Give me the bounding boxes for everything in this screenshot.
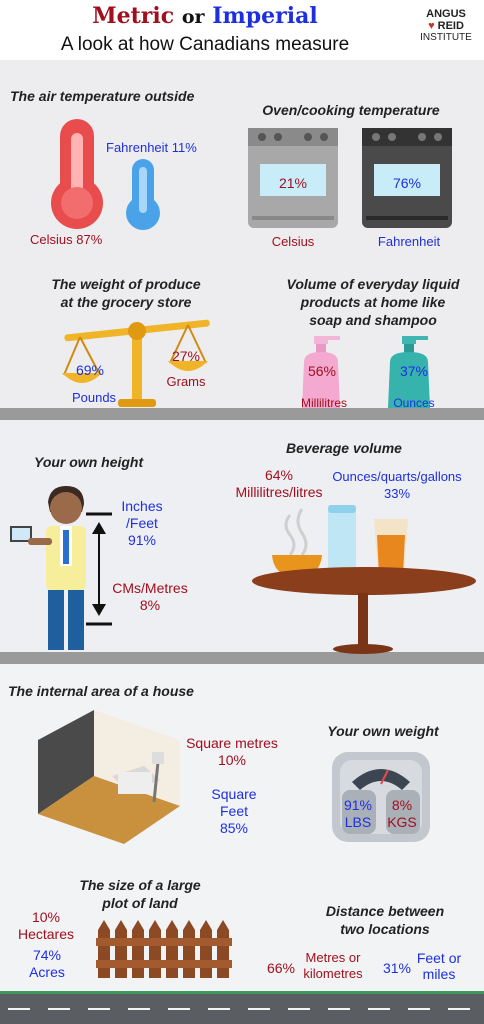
shelf-2 bbox=[0, 652, 484, 664]
distance-feet-pct: 31% bbox=[382, 960, 412, 976]
weight-question: Your own weight bbox=[327, 723, 439, 739]
road-dash bbox=[288, 1008, 310, 1010]
soap-bottles-icon bbox=[302, 336, 430, 408]
produce-pounds-label: Pounds bbox=[71, 390, 117, 405]
beverage-question: Beverage volume bbox=[286, 440, 402, 456]
page-title: Metric or Imperial bbox=[0, 3, 410, 29]
produce-question: The weight of produce at the grocery sto… bbox=[51, 276, 201, 310]
land-hectares: 10% Hectares bbox=[17, 909, 75, 942]
road bbox=[0, 994, 484, 1024]
page-subtitle: A look at how Canadians measure bbox=[60, 34, 350, 55]
shelf-1 bbox=[0, 408, 484, 420]
land-acres: 74% Acres bbox=[29, 947, 65, 980]
house-sqft: Square Feet 85% bbox=[211, 786, 257, 836]
thermometer-icon bbox=[51, 119, 160, 230]
road-dash bbox=[208, 1008, 230, 1010]
road-dash bbox=[248, 1008, 270, 1010]
fahrenheit-label: Fahrenheit 11% bbox=[106, 140, 197, 155]
weight-lbs: 91% LBS bbox=[343, 797, 373, 830]
liquid-ounces-pct: 37% bbox=[399, 363, 429, 379]
distance-question: Distance between two locations bbox=[325, 903, 445, 937]
produce-pounds-pct: 69% bbox=[75, 362, 105, 378]
oven-fahrenheit-pct: 76% bbox=[392, 175, 422, 191]
oven-celsius-pct: 21% bbox=[278, 175, 308, 191]
oven-fahrenheit-label: Fahrenheit bbox=[377, 234, 441, 249]
house-area-question: The internal area of a house bbox=[8, 683, 194, 699]
liquid-question: Volume of everyday liquid products at ho… bbox=[286, 276, 460, 328]
house-sqm: Square metres 10% bbox=[186, 735, 278, 768]
title-metric: Metric bbox=[92, 3, 175, 29]
title-or: or bbox=[181, 6, 205, 28]
angus-reid-logo: ANGUS ♥ REID INSTITUTE bbox=[420, 8, 472, 43]
table-with-drinks-icon bbox=[252, 505, 476, 654]
road-edge bbox=[0, 991, 484, 996]
land-question: The size of a large plot of land bbox=[79, 877, 201, 911]
distance-metres-label: Metres or kilometres bbox=[303, 950, 363, 981]
height-inches: Inches /Feet 91% bbox=[121, 498, 163, 548]
liquid-millilitres-pct: 56% bbox=[307, 363, 337, 379]
road-dash bbox=[8, 1008, 30, 1010]
celsius-label: Celsius 87% bbox=[30, 232, 103, 247]
height-arrow-icon bbox=[86, 512, 112, 626]
room-icon bbox=[38, 710, 180, 844]
height-question: Your own height bbox=[34, 454, 144, 470]
liquid-ounces-label: Ounces bbox=[393, 396, 435, 410]
road-dash bbox=[168, 1008, 190, 1010]
fence-icon bbox=[96, 920, 232, 978]
height-cms: CMs/Metres 8% bbox=[112, 580, 188, 613]
road-dash bbox=[408, 1008, 430, 1010]
liquid-millilitres-label: Millilitres bbox=[301, 396, 347, 410]
oven-celsius-label: Celsius bbox=[271, 234, 315, 249]
bathroom-scale-icon bbox=[332, 752, 430, 842]
person-icon bbox=[10, 486, 86, 650]
oven-question: Oven/cooking temperature bbox=[262, 102, 440, 118]
road-dash bbox=[328, 1008, 350, 1010]
distance-feet-label: Feet or miles bbox=[416, 950, 462, 982]
road-dash bbox=[88, 1008, 110, 1010]
oven-icon bbox=[248, 128, 452, 228]
title-imperial: Imperial bbox=[212, 3, 318, 29]
distance-metres-pct: 66% bbox=[266, 960, 296, 976]
air-temp-question: The air temperature outside bbox=[10, 88, 195, 104]
produce-grams-label: Grams bbox=[166, 374, 206, 389]
beverage-oz: Ounces/quarts/gallons 33% bbox=[332, 469, 462, 501]
road-dash bbox=[48, 1008, 70, 1010]
header: Metric or Imperial A look at how Canadia… bbox=[0, 0, 484, 60]
beverage-ml: 64% Millilitres/litres bbox=[235, 467, 323, 500]
weight-kgs: 8% KGS bbox=[387, 797, 417, 830]
section-band-1 bbox=[0, 60, 484, 410]
maple-leaf-icon: ♥ bbox=[428, 20, 435, 32]
road-dash bbox=[368, 1008, 390, 1010]
produce-grams-pct: 27% bbox=[171, 348, 201, 364]
scale-icon bbox=[62, 319, 210, 407]
road-dash bbox=[448, 1008, 470, 1010]
road-dash bbox=[128, 1008, 150, 1010]
